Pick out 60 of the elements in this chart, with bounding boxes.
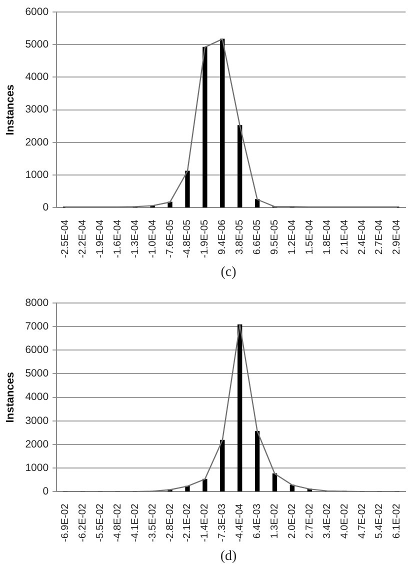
x-tick-label: 2.1E-04 [339, 219, 350, 255]
x-tick-label: 3.4E-02 [322, 503, 333, 539]
x-tick-label: -4.8E-02 [112, 503, 124, 542]
x-tick-label: 1.2E-04 [286, 219, 298, 255]
x-tick-label: -1.6E-04 [112, 219, 124, 258]
x-tick-label: -1.4E-02 [200, 503, 211, 542]
x-tick-label: -1.9E-05 [200, 219, 211, 258]
y-tick-label: 4000 [25, 71, 49, 84]
y-tick-label: 1000 [25, 462, 49, 474]
x-tick-label: -2.8E-02 [164, 503, 176, 542]
y-tick-label: 4000 [25, 391, 49, 404]
x-tick-label: -2.5E-04 [60, 219, 72, 258]
x-tick-label: 3.8E-05 [234, 219, 246, 255]
x-tick-label: 4.0E-02 [339, 503, 350, 539]
x-tick-label: -6.9E-02 [60, 503, 72, 542]
x-tick-label: 2.9E-04 [392, 219, 403, 255]
x-tick-label: 4.7E-02 [356, 503, 368, 539]
text: (d) [219, 548, 238, 566]
x-tick-label: -6.2E-02 [77, 503, 88, 542]
y-tick-label: 6000 [25, 6, 49, 18]
x-tick-label: 6.6E-05 [252, 219, 264, 255]
y-tick-label: 8000 [25, 296, 49, 309]
x-tick-label: 2.7E-02 [304, 503, 316, 539]
y-tick-label: 6000 [25, 344, 49, 356]
x-tick-label: -4.8E-05 [182, 219, 194, 258]
y-tick-label: 0 [42, 202, 49, 214]
x-tick-label: -3.5E-02 [147, 503, 158, 542]
x-tick-label: 1.3E-02 [270, 503, 281, 539]
y-tick-label: 2000 [25, 438, 49, 450]
y-tick-label: 3000 [25, 104, 49, 116]
y-tick-label: 5000 [25, 368, 49, 380]
y-tick-label: 3000 [25, 414, 49, 427]
x-tick-label: -1.9E-04 [94, 219, 106, 258]
x-tick-label: -5.5E-02 [94, 503, 106, 542]
y-tick-label: 7000 [25, 320, 49, 332]
x-tick-label: 6.1E-02 [392, 503, 403, 539]
x-tick-label: 1.5E-04 [304, 219, 316, 255]
x-tick-label: 2.4E-04 [356, 219, 368, 255]
y-axis-title: Instances [4, 84, 17, 136]
y-tick-label: 0 [42, 486, 49, 498]
x-tick-label: -7.3E-03 [217, 503, 228, 542]
x-tick-label: -7.6E-05 [164, 219, 176, 258]
x-tick-label: -2.2E-04 [77, 219, 88, 258]
x-tick-label: 2.7E-04 [374, 219, 386, 255]
y-tick-label: 2000 [25, 136, 49, 148]
x-tick-label: -1.0E-04 [147, 219, 158, 258]
x-tick-label: 9.5E-05 [270, 219, 281, 255]
text: (c) [220, 264, 238, 282]
x-tick-label: -4.4E-04 [234, 503, 246, 542]
x-tick-label: 5.4E-02 [374, 503, 386, 539]
x-tick-label: 9.4E-06 [217, 219, 228, 255]
y-tick-label: 1000 [25, 168, 49, 181]
y-axis-title: Instances [4, 372, 17, 423]
x-tick-label: -1.3E-04 [130, 219, 141, 258]
x-tick-label: -2.1E-02 [182, 503, 194, 542]
x-tick-label: 2.0E-02 [286, 503, 298, 539]
x-tick-label: 1.8E-04 [322, 219, 333, 255]
y-tick-label: 5000 [25, 38, 49, 50]
x-tick-label: 6.4E-03 [252, 503, 264, 539]
x-tick-label: -4.1E-02 [130, 503, 141, 542]
